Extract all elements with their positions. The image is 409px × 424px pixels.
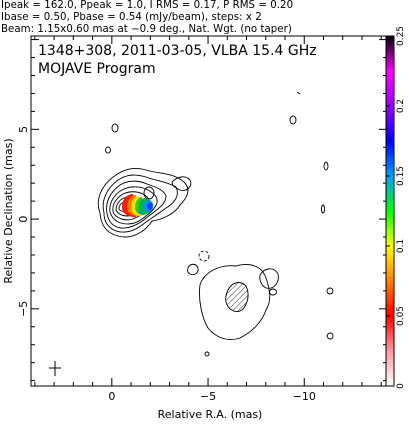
colorbar-tick-label: 0.15 (396, 166, 406, 186)
chart-title: 1348+308, 2011-03-05, VLBA 15.4 GHz (38, 43, 317, 59)
x-tick-label: 0 (108, 390, 115, 403)
x-axis-title: Relative R.A. (mas) (158, 408, 263, 421)
y-axis-title: Relative Declination (mas) (2, 138, 15, 283)
contour-lines (97, 91, 334, 357)
plot-frame (30, 35, 388, 387)
colorbar-tick-label: 0 (396, 383, 406, 389)
colorbar-tick-label: 0.25 (396, 26, 406, 46)
header-line-1: Ipeak = 162.0, Ppeak = 1.0, I RMS = 0.17… (1, 0, 294, 11)
axes: 0 −5 −10 −5 0 5 (17, 36, 387, 403)
y-tick-label: −5 (17, 301, 30, 317)
colorbar (385, 35, 395, 387)
x-tick-label: −5 (200, 390, 216, 403)
header-line-2: Ibase = 0.50, Pbase = 0.54 (mJy/beam), s… (1, 12, 262, 23)
polarization-color-map (122, 194, 154, 217)
beam-marker (49, 361, 61, 376)
colorbar-tick-label: 0.2 (396, 99, 406, 113)
colorbar-ticks: 0 0.05 0.1 0.15 0.2 0.25 (386, 26, 406, 389)
colorbar-tick-label: 0.1 (396, 239, 406, 253)
y-tick-label: 0 (17, 216, 30, 223)
colorbar-tick-label: 0.05 (396, 306, 406, 326)
x-tick-label: −10 (293, 390, 316, 403)
header-line-3: Beam: 1.15x0.60 mas at −0.9 deg., Nat. W… (1, 24, 292, 35)
colorbar-frame (385, 35, 395, 387)
chart-subtitle: MOJAVE Program (38, 61, 156, 77)
y-tick-label: 5 (17, 126, 30, 133)
